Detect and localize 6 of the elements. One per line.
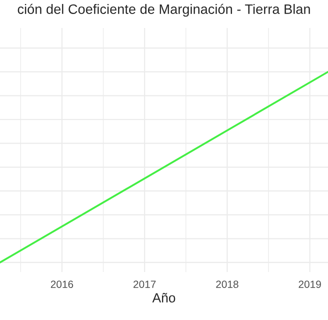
x-tick-label: 2019 bbox=[298, 280, 321, 288]
x-axis-title: Año bbox=[152, 292, 176, 303]
x-tick-label: 2017 bbox=[134, 280, 156, 288]
x-tick-label: 2016 bbox=[50, 280, 74, 288]
chart-title: ción del Coeficiente de Marginación - Tierra Blan bbox=[18, 4, 310, 17]
x-tick-label: 2018 bbox=[216, 280, 238, 288]
